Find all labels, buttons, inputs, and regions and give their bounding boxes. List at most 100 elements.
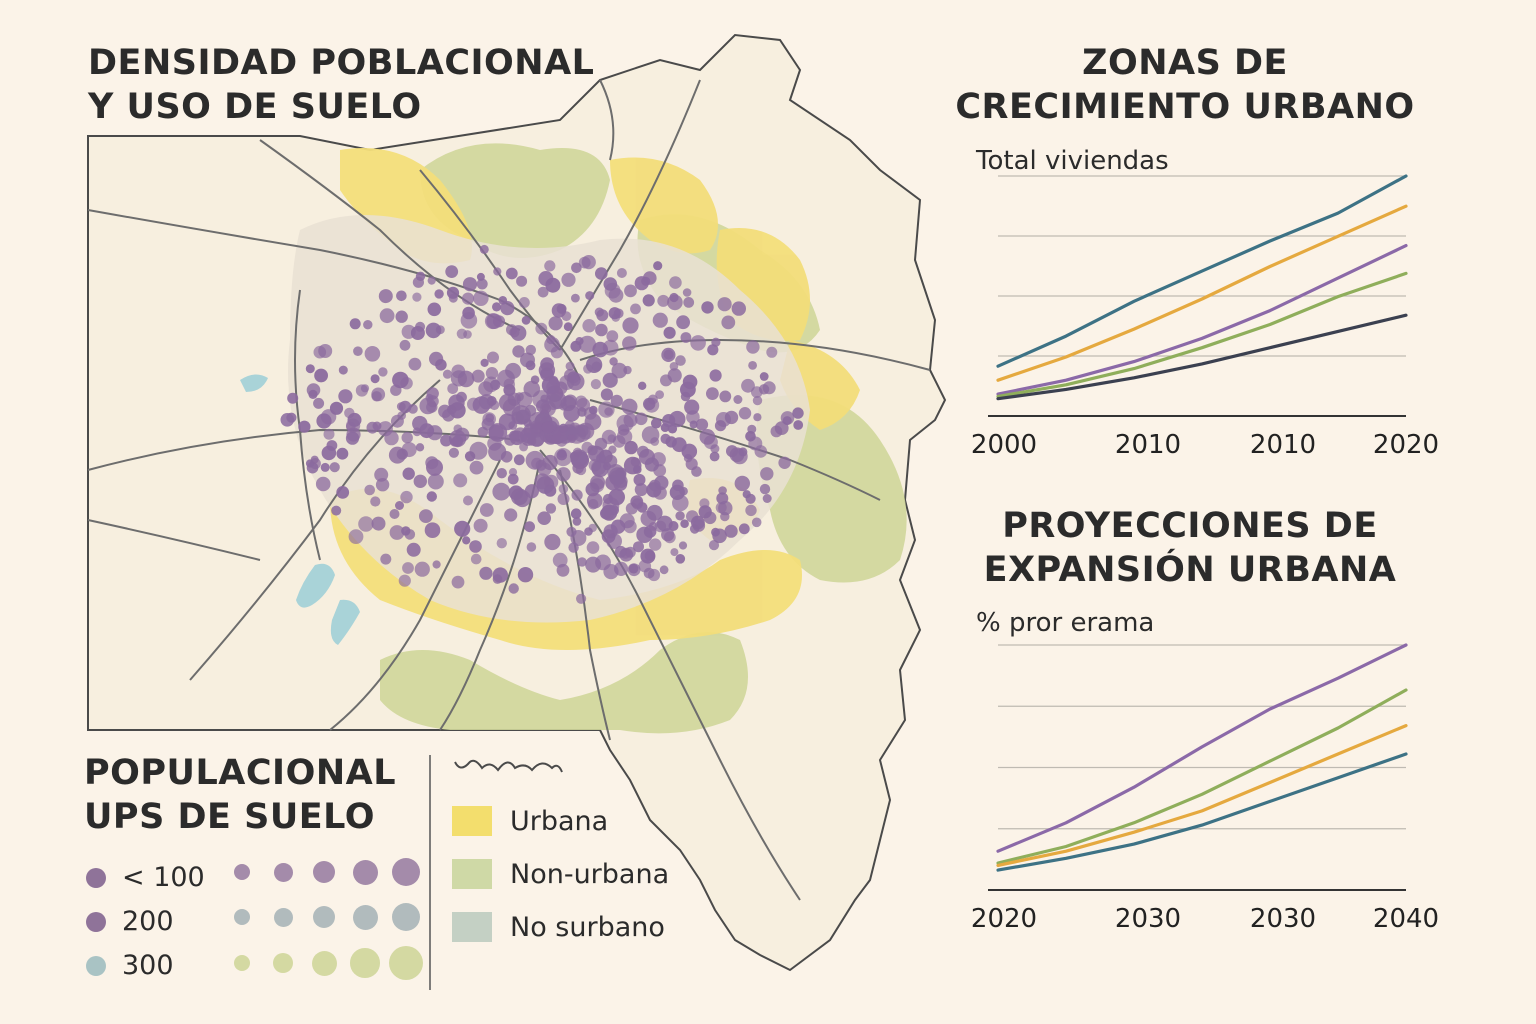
series-line	[996, 174, 1408, 368]
density-dot	[633, 541, 644, 553]
density-dot	[516, 275, 528, 287]
legend-label-urbana: Urbana	[510, 806, 609, 837]
density-dot	[717, 297, 732, 312]
density-dot	[653, 261, 663, 271]
density-dot	[661, 528, 675, 542]
legend-label: < 100	[122, 862, 205, 893]
density-dot	[690, 335, 706, 351]
density-dot	[541, 421, 554, 434]
density-dot	[434, 289, 444, 299]
density-dot	[584, 413, 602, 431]
density-dot	[525, 360, 536, 371]
density-dot	[634, 276, 649, 291]
density-dot	[627, 563, 641, 577]
density-dot	[472, 396, 491, 414]
x-tick-label: 2010	[1249, 430, 1317, 460]
series-line	[996, 271, 1408, 398]
density-dot	[608, 445, 617, 454]
density-dot	[396, 402, 406, 411]
density-dot	[586, 492, 603, 509]
density-dot	[652, 312, 668, 328]
density-dot	[595, 267, 608, 280]
density-dot	[633, 465, 642, 474]
density-dot	[603, 462, 611, 471]
legend-size-dot	[311, 950, 337, 976]
density-dot	[585, 291, 595, 301]
density-dot	[669, 484, 685, 500]
density-dot	[752, 395, 763, 406]
density-dot	[496, 538, 507, 549]
series-line	[996, 313, 1408, 401]
density-dot	[590, 478, 605, 493]
density-dot	[306, 383, 321, 397]
density-dot	[624, 440, 638, 455]
legend-size-dot	[392, 903, 420, 931]
density-dot	[476, 278, 488, 290]
density-dot	[751, 517, 762, 528]
density-dot	[498, 413, 516, 431]
density-dot	[471, 369, 485, 383]
x-tick-label: 2020	[970, 904, 1038, 934]
density-dot	[314, 368, 328, 383]
density-dot	[503, 384, 516, 396]
density-dot	[414, 561, 430, 577]
density-dot	[402, 467, 415, 480]
density-dot	[578, 335, 597, 353]
growth-chart-subtitle: Total viviendas	[976, 146, 1169, 176]
legend-swatch-urbana	[452, 806, 492, 836]
legend-size-dot	[389, 946, 423, 980]
density-dot	[657, 294, 670, 307]
density-dot	[378, 367, 388, 377]
legend-density-300: 300	[86, 950, 174, 981]
density-dot	[721, 315, 736, 330]
density-dot	[541, 403, 552, 414]
density-dot	[724, 524, 738, 538]
density-dot	[310, 455, 319, 464]
density-dot	[608, 287, 624, 303]
density-dot	[397, 411, 407, 420]
density-dot	[746, 340, 760, 354]
legend-size-dot	[272, 952, 294, 974]
density-dot	[364, 346, 381, 362]
density-dot	[446, 286, 460, 299]
density-dot	[613, 308, 624, 319]
density-dot	[577, 557, 587, 567]
legend-dot	[86, 911, 106, 932]
density-dot	[603, 277, 618, 291]
legend-density-200: 200	[86, 906, 174, 937]
density-dot	[669, 410, 686, 428]
legend-size-dot	[352, 904, 378, 930]
density-dot	[569, 374, 581, 386]
density-dot	[774, 421, 789, 435]
density-dot	[395, 501, 404, 510]
density-dot	[663, 326, 676, 339]
x-tick-label: 2030	[1249, 904, 1317, 934]
density-dot	[487, 351, 499, 364]
density-dot	[691, 466, 702, 477]
density-dot	[399, 339, 411, 351]
density-dot	[708, 540, 720, 551]
density-dot	[419, 509, 433, 523]
legend-label: 300	[122, 950, 174, 981]
legend-density-100: < 100	[86, 862, 205, 893]
density-dot	[338, 389, 353, 404]
density-dot	[711, 527, 720, 537]
density-dot	[456, 328, 468, 339]
density-dot	[592, 341, 608, 358]
density-dot	[517, 567, 534, 583]
legend-swatch-non-urbana	[452, 859, 492, 889]
density-dot	[545, 277, 561, 293]
density-dot	[654, 520, 667, 533]
density-dot	[490, 379, 501, 391]
density-dot	[684, 399, 700, 415]
density-dot	[759, 483, 771, 495]
density-dot	[492, 482, 511, 501]
density-dot	[558, 423, 569, 433]
density-dot	[463, 495, 473, 506]
growth-chart-title: ZONAS DE CRECIMIENTO URBANO	[955, 43, 1415, 127]
density-dot	[507, 473, 519, 485]
density-dot	[400, 490, 413, 504]
density-dot	[759, 372, 769, 381]
density-dot	[738, 523, 750, 535]
